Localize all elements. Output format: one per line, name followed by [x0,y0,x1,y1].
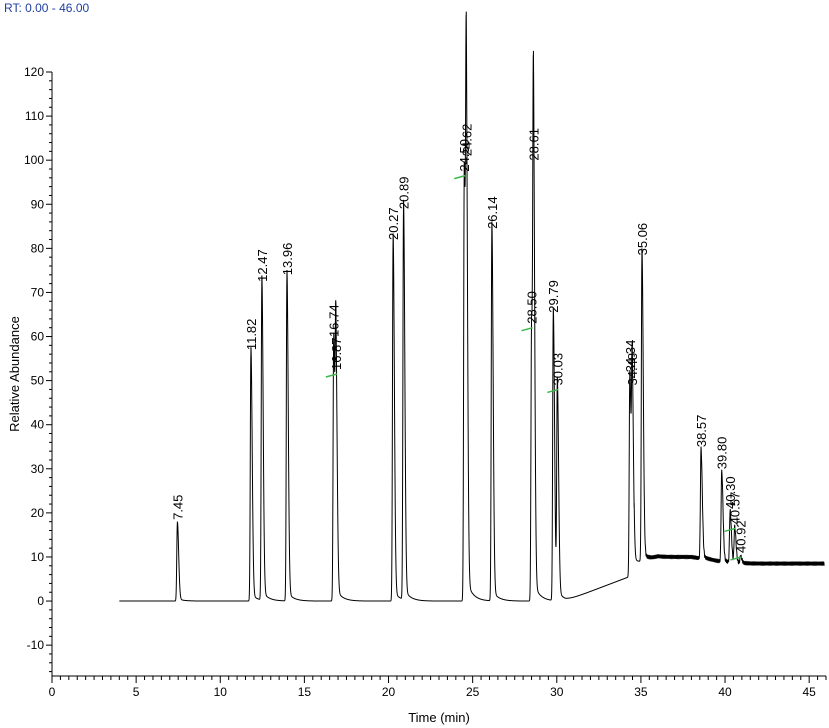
chromatogram-trace [119,11,825,602]
y-tick-label: 70 [31,285,45,299]
y-tick-label: 90 [31,197,45,211]
x-tick-label: 15 [298,685,312,699]
peak-label: 34.48 [625,353,640,386]
x-tick-label: 25 [466,685,480,699]
peak-label: 24.62 [459,124,474,157]
peak-label: 16.74 [327,304,342,337]
y-tick-label: 40 [31,418,45,432]
y-tick-label: 60 [31,330,45,344]
peak-marker [730,556,742,561]
axes-group: -10 0 10 20 30 40 50 60 70 80 90 100 110 120 0 5 10 15 20 2… [24,65,827,699]
rt-range-label: RT: 0.00 - 46.00 [4,1,90,15]
y-tick-label: 80 [31,241,45,255]
peak-marker [454,174,466,180]
peak-marker [724,527,736,533]
y-tick-label: 30 [31,462,45,476]
peak-label: 16.87 [329,337,344,370]
x-axis-title: Time (min) [408,710,470,725]
x-tick-label: 5 [133,685,140,699]
peak-label: 24.50 [457,139,472,172]
y-tick-label: 50 [31,374,45,388]
peak-label: 11.82 [244,319,259,351]
peak-label: 30.03 [550,353,565,386]
trace-layer [119,11,825,602]
y-tick-label: 100 [24,153,44,167]
y-tick-label: 0 [37,594,44,608]
y-tick-label: -10 [27,638,45,652]
y-tick-label: 110 [25,109,44,123]
peak-label: 39.80 [715,437,730,470]
x-tick-label: 10 [214,685,228,699]
peak-label: 13.96 [280,243,295,276]
y-tick-label: 10 [31,550,45,564]
peak-label: 20.27 [386,207,401,240]
x-tick-label: 40 [718,685,732,699]
peak-label: 26.14 [485,196,500,229]
x-tick-label: 45 [802,685,816,699]
peak-label: 40.57 [728,492,743,525]
peak-marker [325,373,338,378]
peak-label: 38.57 [694,415,709,448]
peak-marker [547,388,559,394]
y-tick-label: 120 [24,65,44,79]
y-tick-label: 20 [31,506,45,520]
x-tick-label: 30 [550,685,564,699]
peak-marker [521,326,533,332]
peak-label: 35.06 [635,223,650,256]
peak-label: 7.45 [170,495,185,520]
x-tick-label: 0 [49,685,56,699]
peak-label: 28.50 [525,291,540,324]
y-axis-title: Relative Abundance [7,316,22,432]
x-tick-label: 20 [382,685,396,699]
peak-label: 34.34 [623,340,638,373]
peak-label: 40.92 [734,520,749,553]
peak-label: 29.79 [546,280,561,313]
peak-label: 28.61 [526,128,541,161]
peak-label: 20.89 [396,177,411,210]
peak-label: 12.47 [255,249,270,282]
x-tick-label: 35 [634,685,648,699]
peak-label: 40.30 [723,476,738,509]
